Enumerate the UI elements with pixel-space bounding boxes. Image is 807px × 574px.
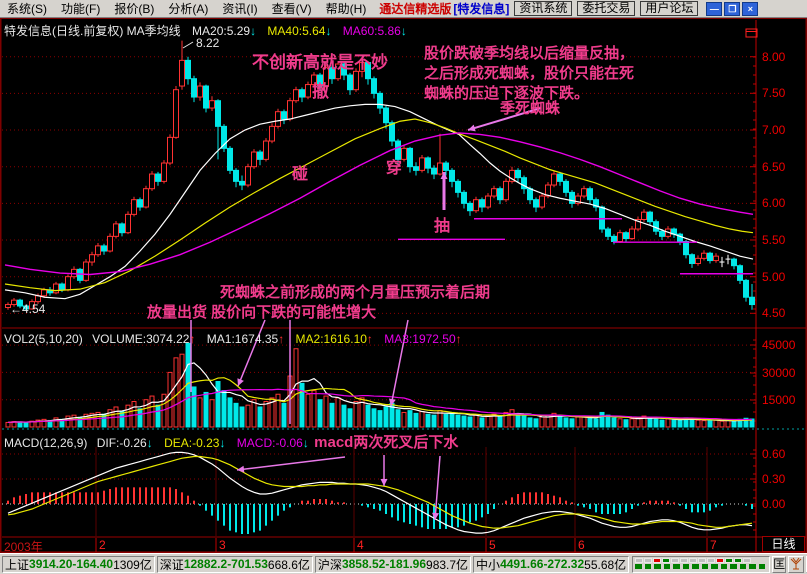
index-amount: 983.7亿: [426, 557, 469, 572]
antenna-icon[interactable]: [788, 555, 805, 573]
chart-area[interactable]: [0, 18, 807, 553]
heat-dash: [644, 563, 652, 569]
index-hushen[interactable]: 沪深 3858.52-181.96 983.7亿: [314, 555, 472, 573]
heat-dash: [682, 563, 690, 569]
heat-dash: [701, 563, 709, 569]
index-zhongxiao[interactable]: 中小 4491.66-272.32 55.68亿: [473, 555, 630, 573]
menu-bar: 系统(S) 功能(F) 报价(B) 分析(A) 资讯(I) 查看(V) 帮助(H) 通达信精…: [0, 0, 807, 18]
index-value: 4491.66-272.32: [500, 557, 585, 571]
heat-block: [743, 557, 752, 563]
heat-dash: [673, 563, 680, 569]
heat-dash: [739, 563, 747, 569]
menu-item-6[interactable]: 帮助(H): [325, 2, 367, 16]
index-amount: 668.6亿: [267, 557, 310, 572]
heat-block: [698, 557, 707, 563]
minimize-button[interactable]: —: [706, 1, 723, 16]
menu-item-4[interactable]: 资讯(I): [222, 2, 258, 16]
index-label: 上证: [5, 557, 30, 572]
index-value: 3858.52-181.96: [341, 557, 427, 571]
status-bar: 上证 3914.20-164.40 1309亿 深证 12882.2-701.53 66…: [0, 553, 807, 574]
heat-dash: [692, 563, 699, 569]
heat-dash: [635, 563, 642, 569]
news-system-button[interactable]: 资讯系统: [514, 1, 573, 16]
index-shenzhen[interactable]: 深证 12882.2-701.53 668.6亿: [156, 555, 313, 573]
heat-block: [662, 557, 671, 563]
index-shanghai[interactable]: 上证 3914.20-164.40 1309亿: [2, 555, 155, 573]
restore-button[interactable]: ❐: [724, 1, 741, 16]
heat-block: [725, 557, 734, 563]
index-amount: 1309亿: [113, 557, 152, 572]
heat-block: [716, 557, 725, 563]
forum-button[interactable]: 用户论坛: [640, 1, 699, 16]
menu-item-1[interactable]: 功能(F): [61, 2, 101, 16]
menu-item-5[interactable]: 查看(V): [271, 2, 312, 16]
heat-block: [689, 557, 698, 563]
heat-block: [653, 557, 662, 563]
index-value: 12882.2-701.53: [183, 557, 268, 571]
index-label: 中小: [476, 557, 501, 572]
menu-item-2[interactable]: 报价(B): [114, 2, 155, 16]
hotkey-button[interactable]: 匡: [772, 555, 787, 573]
menu-items: 系统(S) 功能(F) 报价(B) 分析(A) 资讯(I) 查看(V) 帮助(H): [0, 0, 373, 17]
window-controls: — ❐ ×: [706, 1, 759, 16]
heat-dash: [758, 563, 766, 569]
stock-tag: [特发信息]: [453, 2, 510, 16]
heat-block: [671, 557, 680, 563]
heat-block: [680, 557, 689, 563]
heat-block: [644, 557, 653, 563]
index-label: 沪深: [317, 557, 342, 572]
heat-dash: [663, 563, 671, 569]
heat-dash: [654, 563, 661, 569]
market-heat-panel[interactable]: [632, 555, 771, 573]
trade-button[interactable]: 委托交易: [577, 1, 636, 16]
heat-dash: [720, 563, 728, 569]
heat-dash: [711, 563, 718, 569]
heat-block: [707, 557, 716, 563]
heat-dash: [730, 563, 737, 569]
index-value: 3914.20-164.40: [29, 557, 114, 571]
menu-item-3[interactable]: 分析(A): [168, 2, 209, 16]
close-button[interactable]: ×: [742, 1, 759, 16]
app-brand: 通达信精选版: [379, 2, 452, 16]
heat-dash: [749, 563, 756, 569]
index-label: 深证: [159, 557, 184, 572]
heat-block: [635, 557, 644, 563]
heat-block: [734, 557, 743, 563]
menu-item-0[interactable]: 系统(S): [7, 2, 47, 16]
index-amount: 55.68亿: [584, 557, 627, 572]
